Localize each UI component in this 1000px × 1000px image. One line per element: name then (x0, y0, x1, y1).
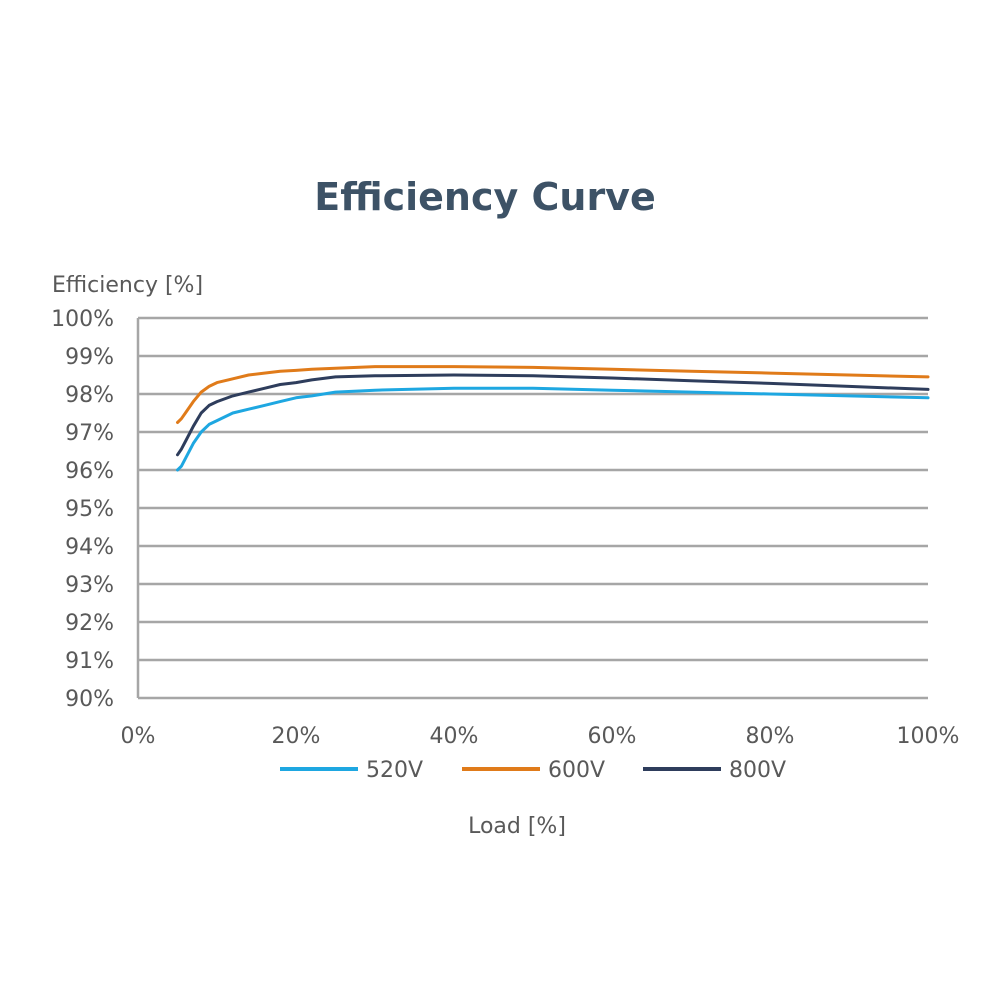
y-tick-label: 100% (51, 307, 114, 332)
legend-label-600V: 600V (548, 758, 605, 783)
series-line-520V (176, 386, 930, 472)
y-tick-label: 92% (65, 611, 114, 636)
x-axis-label: Load [%] (468, 814, 566, 839)
y-tick-label: 98% (65, 383, 114, 408)
x-tick-label: 20% (272, 724, 321, 749)
series-line-800V (176, 373, 930, 457)
legend-label-800V: 800V (729, 758, 786, 783)
x-tick-labels: 0% 20% 40% 60% 80% 100% (121, 724, 960, 749)
y-tick-label: 99% (65, 345, 114, 370)
x-tick-label: 0% (121, 724, 156, 749)
y-tick-label: 96% (65, 459, 114, 484)
y-tick-label: 97% (65, 421, 114, 446)
grid-lines (136, 316, 928, 700)
y-tick-labels: 90% 91% 92% 93% 94% 95% 96% 97% 98% 99% 100% (51, 307, 114, 712)
legend-label-520V: 520V (366, 758, 423, 783)
legend: 520V 600V 800V (280, 758, 786, 783)
y-tick-label: 93% (65, 573, 114, 598)
chart-title: Efficiency Curve (314, 175, 655, 219)
series-line-600V (176, 365, 930, 424)
y-tick-label: 91% (65, 649, 114, 674)
y-tick-label: 94% (65, 535, 114, 560)
x-tick-label: 60% (588, 724, 637, 749)
x-tick-label: 100% (897, 724, 960, 749)
series-lines (176, 365, 930, 472)
y-axis-label: Efficiency [%] (52, 273, 203, 298)
x-tick-label: 40% (430, 724, 479, 749)
x-tick-label: 80% (746, 724, 795, 749)
y-tick-label: 95% (65, 497, 114, 522)
y-tick-label: 90% (65, 687, 114, 712)
